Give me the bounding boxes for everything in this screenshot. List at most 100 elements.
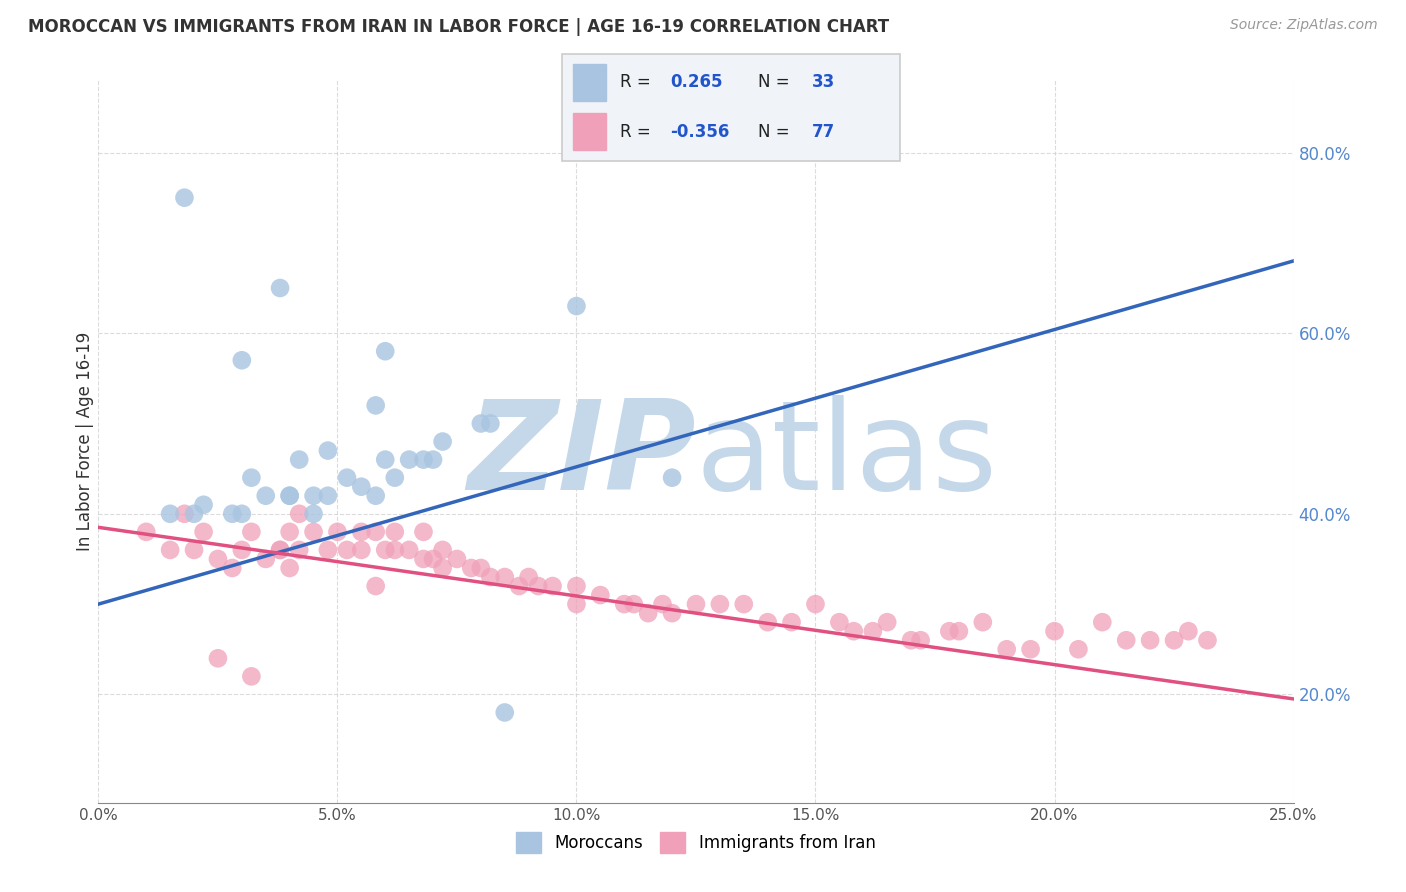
Point	[494, 706, 516, 720]
Point	[470, 417, 492, 431]
Text: R =: R =	[620, 73, 655, 91]
Point	[432, 542, 454, 557]
Point	[828, 615, 851, 630]
Point	[479, 417, 502, 431]
Point	[374, 542, 396, 557]
Text: R =: R =	[620, 123, 655, 141]
Point	[842, 624, 865, 639]
Point	[1043, 624, 1066, 639]
Point	[1163, 633, 1185, 648]
Point	[661, 606, 683, 620]
Point	[193, 524, 215, 539]
Point	[254, 489, 277, 503]
Point	[364, 398, 387, 412]
Point	[183, 542, 205, 557]
Point	[384, 471, 406, 485]
Point	[207, 552, 229, 566]
Point	[364, 489, 387, 503]
Point	[1197, 633, 1219, 648]
FancyBboxPatch shape	[562, 54, 900, 161]
Text: N =: N =	[758, 73, 794, 91]
Point	[278, 561, 301, 575]
Point	[278, 524, 301, 539]
Point	[316, 542, 339, 557]
Point	[900, 633, 922, 648]
Point	[316, 443, 339, 458]
Point	[412, 452, 434, 467]
Point	[508, 579, 530, 593]
Text: -0.356: -0.356	[671, 123, 730, 141]
Point	[756, 615, 779, 630]
Text: MOROCCAN VS IMMIGRANTS FROM IRAN IN LABOR FORCE | AGE 16-19 CORRELATION CHART: MOROCCAN VS IMMIGRANTS FROM IRAN IN LABO…	[28, 18, 889, 36]
Point	[709, 597, 731, 611]
Point	[364, 579, 387, 593]
Point	[1019, 642, 1042, 657]
Point	[479, 570, 502, 584]
Point	[240, 669, 263, 683]
Point	[231, 507, 253, 521]
Point	[972, 615, 994, 630]
Point	[288, 452, 311, 467]
Point	[637, 606, 659, 620]
Point	[398, 452, 420, 467]
Point	[1115, 633, 1137, 648]
Point	[384, 524, 406, 539]
Point	[651, 597, 673, 611]
Text: atlas: atlas	[696, 395, 998, 516]
Point	[254, 552, 277, 566]
Point	[565, 299, 588, 313]
Point	[470, 561, 492, 575]
Point	[231, 542, 253, 557]
Point	[240, 524, 263, 539]
Point	[541, 579, 564, 593]
Point	[384, 542, 406, 557]
Point	[207, 651, 229, 665]
Point	[1177, 624, 1199, 639]
Point	[412, 552, 434, 566]
Bar	[572, 113, 606, 150]
Point	[364, 524, 387, 539]
Point	[685, 597, 707, 611]
Point	[193, 498, 215, 512]
Point	[269, 542, 291, 557]
Point	[613, 597, 636, 611]
Text: N =: N =	[758, 123, 794, 141]
Point	[565, 579, 588, 593]
Point	[460, 561, 482, 575]
Point	[517, 570, 540, 584]
Point	[288, 542, 311, 557]
Point	[173, 191, 195, 205]
Point	[733, 597, 755, 611]
Point	[269, 281, 291, 295]
Point	[1067, 642, 1090, 657]
Point	[661, 471, 683, 485]
Text: 33: 33	[813, 73, 835, 91]
Text: 0.265: 0.265	[671, 73, 723, 91]
Point	[159, 542, 181, 557]
Point	[135, 524, 157, 539]
Point	[350, 542, 373, 557]
Point	[398, 542, 420, 557]
Point	[302, 489, 325, 503]
Point	[432, 561, 454, 575]
Point	[336, 471, 359, 485]
Point	[412, 524, 434, 539]
Point	[288, 507, 311, 521]
Point	[1091, 615, 1114, 630]
Point	[269, 542, 291, 557]
Bar	[572, 64, 606, 101]
Text: Source: ZipAtlas.com: Source: ZipAtlas.com	[1230, 18, 1378, 32]
Point	[938, 624, 960, 639]
Point	[240, 471, 263, 485]
Point	[350, 524, 373, 539]
Point	[948, 624, 970, 639]
Text: ZIP: ZIP	[467, 395, 696, 516]
Point	[221, 507, 243, 521]
Point	[302, 524, 325, 539]
Point	[446, 552, 468, 566]
Point	[565, 597, 588, 611]
Point	[494, 570, 516, 584]
Point	[623, 597, 645, 611]
Point	[589, 588, 612, 602]
Point	[173, 507, 195, 521]
